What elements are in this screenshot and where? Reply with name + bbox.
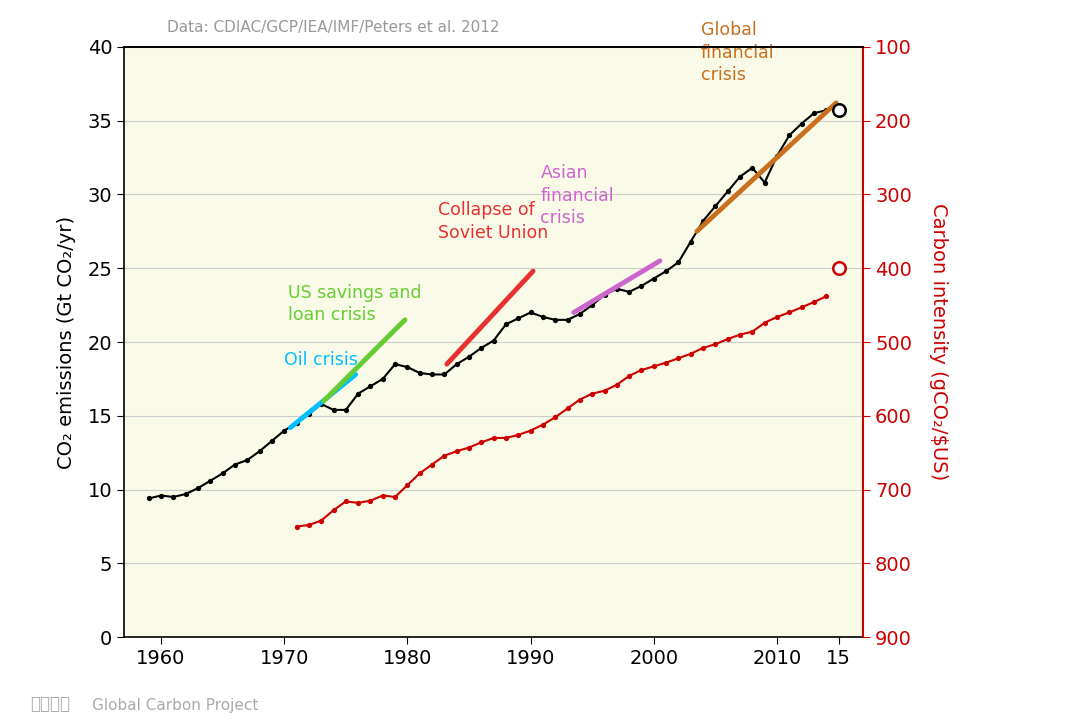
Text: Data: CDIAC/GCP/IEA/IMF/Peters et al. 2012: Data: CDIAC/GCP/IEA/IMF/Peters et al. 20… bbox=[167, 19, 500, 35]
Text: Global
financial
crisis: Global financial crisis bbox=[700, 22, 775, 84]
Text: ⓒⓘⓢⓒ: ⓒⓘⓢⓒ bbox=[30, 695, 70, 713]
Text: Global Carbon Project: Global Carbon Project bbox=[92, 698, 258, 713]
Y-axis label: CO₂ emissions (Gt CO₂/yr): CO₂ emissions (Gt CO₂/yr) bbox=[57, 215, 77, 469]
Text: Collapse of
Soviet Union: Collapse of Soviet Union bbox=[438, 202, 548, 242]
Text: US savings and
loan crisis: US savings and loan crisis bbox=[288, 284, 422, 324]
Y-axis label: Carbon intensity (gCO₂/$US): Carbon intensity (gCO₂/$US) bbox=[929, 203, 947, 481]
Text: Asian
financial
crisis: Asian financial crisis bbox=[541, 164, 614, 227]
Text: Oil crisis: Oil crisis bbox=[284, 351, 358, 369]
